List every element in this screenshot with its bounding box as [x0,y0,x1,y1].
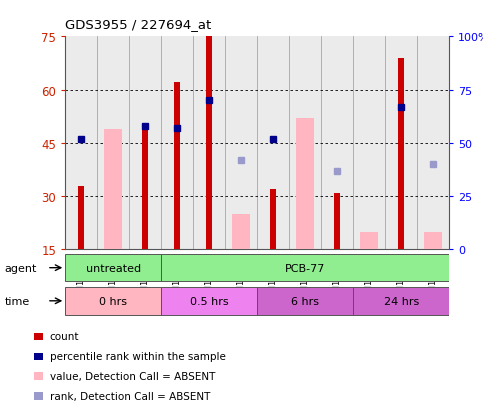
Bar [193,37,225,250]
Bar [417,37,449,250]
Bar [257,37,289,250]
Bar [104,129,122,250]
Bar [360,232,378,250]
Bar [161,287,257,315]
Bar [174,83,181,250]
Bar [232,214,250,250]
Text: 24 hrs: 24 hrs [384,296,419,306]
Text: untreated: untreated [85,263,141,273]
Bar [65,254,161,282]
Bar [289,37,321,250]
Bar [65,37,97,250]
Bar [398,59,404,250]
Bar [142,129,148,250]
Text: 6 hrs: 6 hrs [291,296,319,306]
Bar [161,254,449,282]
Text: 0 hrs: 0 hrs [99,296,127,306]
Bar [129,37,161,250]
Text: agent: agent [5,263,37,273]
Bar [78,186,85,250]
Bar [353,287,449,315]
Bar [297,119,314,250]
Bar [385,37,417,250]
Bar [425,232,442,250]
Text: time: time [5,296,30,306]
Bar [257,287,353,315]
Text: value, Detection Call = ABSENT: value, Detection Call = ABSENT [50,371,215,381]
Bar [270,190,276,250]
Bar [65,287,161,315]
Bar [321,37,353,250]
Text: GDS3955 / 227694_at: GDS3955 / 227694_at [65,18,212,31]
Bar [97,37,129,250]
Text: PCB-77: PCB-77 [285,263,326,273]
Bar [225,37,257,250]
Bar [353,37,385,250]
Bar [161,37,193,250]
Bar [206,37,213,250]
Text: rank, Detection Call = ABSENT: rank, Detection Call = ABSENT [50,391,210,401]
Text: 0.5 hrs: 0.5 hrs [190,296,228,306]
Bar [334,193,341,250]
Text: count: count [50,332,79,342]
Text: percentile rank within the sample: percentile rank within the sample [50,351,226,361]
